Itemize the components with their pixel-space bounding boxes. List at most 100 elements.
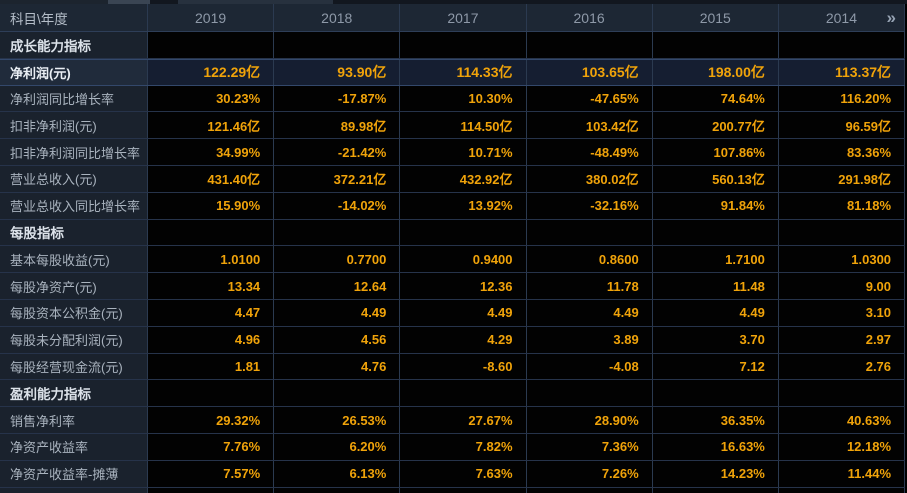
value-cell-2016: 7.36% bbox=[526, 433, 653, 460]
section-header-row: 盈利能力指标 bbox=[0, 380, 906, 408]
value-cell-2015: 16.63% bbox=[652, 433, 779, 460]
table-row[interactable]: 净利润(元) 122.29亿 93.90亿 114.33亿 103.65亿 198.00亿… bbox=[0, 58, 906, 86]
value-cell-2017: 10.30% bbox=[400, 85, 527, 112]
year-header-2016[interactable]: 2016 bbox=[527, 4, 653, 31]
table-body: 成长能力指标 净利润(元) 122.29亿 93.90亿 114.33亿 103.65亿 1… bbox=[0, 32, 906, 488]
row-label: 每股资本公积金(元) bbox=[0, 299, 148, 326]
table-row[interactable]: 销售净利率 29.32% 26.53% 27.67% 28.90% 36.35% 40.63… bbox=[0, 407, 906, 434]
row-label: 营业总收入(元) bbox=[0, 165, 148, 192]
value-cell-2014: 40.63% bbox=[778, 407, 906, 433]
value-cell-2018 bbox=[274, 219, 401, 246]
value-cell-2019 bbox=[148, 32, 275, 58]
section-title: 每股指标 bbox=[0, 219, 148, 246]
value-cell-2014: 11.44% bbox=[778, 460, 906, 487]
value-cell-2014: 96.59亿 bbox=[778, 112, 906, 139]
year-header-2015[interactable]: 2015 bbox=[653, 4, 779, 31]
row-label: 扣非净利润同比增长率 bbox=[0, 139, 148, 165]
row-label: 每股未分配利润(元) bbox=[0, 326, 148, 353]
table-row[interactable]: 每股净资产(元) 13.34 12.64 12.36 11.78 11.48 9.00 bbox=[0, 273, 906, 300]
value-cell-2014: 291.98亿 bbox=[778, 165, 906, 192]
more-columns-icon[interactable]: » bbox=[886, 7, 897, 27]
value-cell-2019: 4.96 bbox=[148, 326, 275, 353]
value-cell-2019: 7.57% bbox=[148, 460, 275, 487]
value-cell-2016: 380.02亿 bbox=[526, 165, 653, 192]
top-tab-strip bbox=[0, 0, 907, 4]
value-cell-2017: 4.29 bbox=[400, 326, 527, 353]
value-cell-2018 bbox=[274, 32, 401, 58]
value-cell-2015 bbox=[652, 32, 779, 58]
table-row[interactable]: 扣非净利润同比增长率 34.99% -21.42% 10.71% -48.49% 107.… bbox=[0, 139, 906, 166]
value-cell-2014: 116.20% bbox=[778, 85, 906, 112]
corner-header: 科目\年度 bbox=[0, 4, 148, 31]
row-label: 净资产收益率-摊薄 bbox=[0, 460, 148, 487]
value-cell-2018 bbox=[274, 380, 401, 407]
value-cell-2018: 372.21亿 bbox=[274, 165, 401, 192]
value-cell-2018: 4.56 bbox=[274, 326, 401, 353]
year-header-2014[interactable]: 2014 bbox=[779, 4, 906, 31]
row-label: 净利润同比增长率 bbox=[0, 85, 148, 112]
value-cell-2017 bbox=[400, 219, 527, 246]
year-header-2017[interactable]: 2017 bbox=[400, 4, 527, 31]
value-cell-2014 bbox=[778, 380, 906, 407]
row-label: 基本每股收益(元) bbox=[0, 246, 148, 273]
table-row[interactable]: 营业总收入(元) 431.40亿 372.21亿 432.92亿 380.02亿 560.… bbox=[0, 165, 906, 193]
financial-indicators-table: 科目\年度 2019 2018 2017 2016 2015 2014 » 成长… bbox=[0, 4, 906, 493]
tab-strip-segment bbox=[0, 0, 108, 4]
table-row[interactable]: 扣非净利润(元) 121.46亿 89.98亿 114.50亿 103.42亿 200.7… bbox=[0, 112, 906, 140]
table-row[interactable]: 每股未分配利润(元) 4.96 4.56 4.29 3.89 3.70 2.97 bbox=[0, 326, 906, 354]
table-row[interactable]: 净利润同比增长率 30.23% -17.87% 10.30% -47.65% 74.64%… bbox=[0, 85, 906, 113]
value-cell-2019: 122.29亿 bbox=[148, 59, 275, 85]
value-cell-2019: 1.0100 bbox=[148, 246, 275, 273]
year-header-2019[interactable]: 2019 bbox=[148, 4, 275, 31]
value-cell-2014: 9.00 bbox=[778, 273, 906, 299]
value-cell-2018: 93.90亿 bbox=[274, 59, 401, 85]
value-cell-2017: 432.92亿 bbox=[400, 165, 527, 192]
row-label: 每股经营现金流(元) bbox=[0, 353, 148, 380]
value-cell-2016: 7.26% bbox=[526, 460, 653, 487]
value-cell-2018: 12.64 bbox=[274, 273, 401, 299]
value-cell-2019: 15.90% bbox=[148, 192, 275, 219]
value-cell-2015 bbox=[652, 219, 779, 246]
value-cell-2018: 89.98亿 bbox=[274, 112, 401, 139]
value-cell-2017: 7.63% bbox=[400, 460, 527, 487]
value-cell-2016: 103.42亿 bbox=[526, 112, 653, 139]
value-cell-2015: 198.00亿 bbox=[652, 59, 779, 85]
value-cell-2018: 6.20% bbox=[274, 433, 401, 460]
table-row[interactable]: 每股经营现金流(元) 1.81 4.76 -8.60 -4.08 7.12 2.76 bbox=[0, 353, 906, 381]
value-cell-2017: 4.49 bbox=[400, 299, 527, 326]
table-row[interactable]: 营业总收入同比增长率 15.90% -14.02% 13.92% -32.16% 91.8… bbox=[0, 192, 906, 220]
table-row[interactable]: 净资产收益率-摊薄 7.57% 6.13% 7.63% 7.26% 14.23% 11.44… bbox=[0, 460, 906, 488]
value-cell-2018: -21.42% bbox=[274, 139, 401, 165]
value-cell-2017: -8.60 bbox=[400, 353, 527, 380]
value-cell-2016: 3.89 bbox=[526, 326, 653, 353]
value-cell-2017 bbox=[400, 32, 527, 58]
value-cell-2019: 29.32% bbox=[148, 407, 275, 433]
table-row[interactable]: 基本每股收益(元) 1.0100 0.7700 0.9400 0.8600 1.7100 1… bbox=[0, 246, 906, 274]
value-cell-2014: 12.18% bbox=[778, 433, 906, 460]
row-label: 营业总收入同比增长率 bbox=[0, 192, 148, 219]
section-title: 成长能力指标 bbox=[0, 32, 148, 58]
value-cell-2015: 4.49 bbox=[652, 299, 779, 326]
value-cell-2016: 0.8600 bbox=[526, 246, 653, 273]
value-cell-2014: 1.0300 bbox=[778, 246, 906, 273]
value-cell-2016 bbox=[526, 380, 653, 407]
value-cell-2018: 0.7700 bbox=[274, 246, 401, 273]
value-cell-2017: 114.33亿 bbox=[400, 59, 527, 85]
value-cell-2015: 74.64% bbox=[652, 85, 779, 112]
value-cell-2017: 13.92% bbox=[400, 192, 527, 219]
year-header-2018[interactable]: 2018 bbox=[274, 4, 401, 31]
value-cell-2019: 4.47 bbox=[148, 299, 275, 326]
value-cell-2016: -47.65% bbox=[526, 85, 653, 112]
value-cell-2017: 12.36 bbox=[400, 273, 527, 299]
value-cell-2014: 2.76 bbox=[778, 353, 906, 380]
value-cell-2018: 26.53% bbox=[274, 407, 401, 433]
value-cell-2019 bbox=[148, 380, 275, 407]
clipped-bottom-row bbox=[0, 487, 906, 493]
row-label: 销售净利率 bbox=[0, 407, 148, 433]
value-cell-2014: 113.37亿 bbox=[778, 59, 906, 85]
value-cell-2015 bbox=[652, 380, 779, 407]
table-row[interactable]: 每股资本公积金(元) 4.47 4.49 4.49 4.49 4.49 3.10 bbox=[0, 299, 906, 327]
table-row[interactable]: 净资产收益率 7.76% 6.20% 7.82% 7.36% 16.63% 12.18% bbox=[0, 433, 906, 461]
clipped-row-label bbox=[0, 487, 148, 493]
